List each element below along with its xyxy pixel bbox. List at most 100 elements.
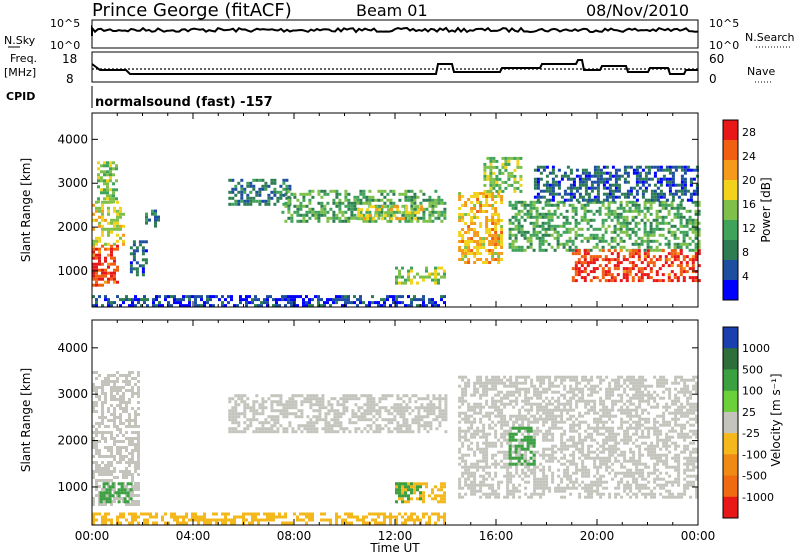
- echo-cell: [113, 280, 116, 284]
- echo-cell: [608, 189, 612, 193]
- echo-cell: [260, 301, 263, 305]
- echo-cell: [356, 195, 360, 199]
- echo-cell: [335, 298, 338, 302]
- echo-cell: [566, 468, 570, 472]
- echo-cell: [572, 393, 576, 397]
- echo-cell: [258, 190, 262, 194]
- echo-cell: [539, 417, 543, 421]
- echo-cell: [503, 417, 507, 421]
- echo-cell: [671, 165, 675, 169]
- echo-cell: [658, 221, 662, 225]
- echo-cell: [116, 446, 119, 449]
- echo-cell: [110, 230, 113, 234]
- echo-cell: [541, 221, 545, 225]
- echo-cell: [464, 375, 468, 379]
- echo-cell: [616, 233, 620, 237]
- echo-cell: [138, 264, 142, 268]
- echo-cell: [548, 414, 552, 418]
- echo-cell: [575, 393, 579, 397]
- echo-cell: [622, 218, 626, 222]
- echo-cell: [368, 210, 372, 214]
- echo-cell: [333, 415, 337, 419]
- echo-cell: [95, 479, 98, 482]
- echo-cell: [344, 295, 347, 299]
- echo-cell: [444, 406, 448, 410]
- echo-cell: [572, 195, 576, 199]
- echo-cell: [101, 392, 104, 395]
- echo-cell: [362, 192, 366, 196]
- echo-cell: [503, 402, 507, 406]
- echo-cell: [607, 209, 611, 213]
- echo-cell: [155, 298, 158, 302]
- echo-cell: [270, 424, 274, 428]
- echo-cell: [470, 414, 474, 418]
- echo-cell: [593, 417, 597, 421]
- echo-cell: [602, 474, 606, 478]
- echo-cell: [264, 406, 268, 410]
- echo-cell: [113, 440, 116, 443]
- echo-cell: [473, 393, 477, 397]
- echo-cell: [422, 497, 425, 501]
- echo-cell: [532, 215, 536, 219]
- echo-cell: [536, 396, 540, 400]
- echo-cell: [92, 470, 95, 473]
- echo-cell: [254, 298, 257, 302]
- echo-cell: [131, 458, 134, 461]
- echo-cell: [107, 485, 110, 488]
- echo-cell: [95, 470, 98, 473]
- echo-cell: [583, 218, 587, 222]
- echo-cell: [509, 378, 513, 382]
- echo-cell: [523, 248, 527, 252]
- echo-cell: [243, 199, 247, 203]
- echo-cell: [688, 221, 692, 225]
- echo-cell: [393, 403, 397, 407]
- echo-cell: [104, 259, 107, 263]
- echo-cell: [667, 252, 671, 256]
- echo-cell: [431, 304, 434, 308]
- echo-cell: [599, 483, 603, 487]
- echo-cell: [360, 430, 364, 434]
- echo-cell: [516, 186, 520, 190]
- echo-cell: [691, 261, 695, 265]
- nsearch-tick-bottom: 10^0: [709, 39, 739, 52]
- echo-cell: [653, 195, 657, 199]
- echo-cell: [608, 438, 612, 442]
- echo-cell: [581, 444, 585, 448]
- echo-cell: [95, 280, 98, 284]
- echo-cell: [240, 190, 244, 194]
- echo-cell: [494, 435, 498, 439]
- echo-cell: [634, 221, 638, 225]
- echo-cell: [578, 447, 582, 451]
- echo-cell: [506, 378, 510, 382]
- echo-cell: [185, 304, 188, 308]
- echo-cell: [285, 415, 289, 419]
- echo-cell: [167, 295, 170, 299]
- echo-cell: [287, 301, 290, 305]
- echo-cell: [95, 256, 98, 260]
- echo-cell: [137, 482, 140, 485]
- echo-cell: [432, 418, 436, 422]
- echo-cell: [569, 402, 573, 406]
- echo-cell: [117, 500, 121, 504]
- echo-cell: [308, 207, 312, 211]
- echo-cell: [275, 301, 278, 305]
- echo-cell: [628, 236, 632, 240]
- echo-cell: [536, 408, 540, 412]
- echo-cell: [593, 462, 597, 466]
- echo-cell: [398, 482, 401, 486]
- echo-cell: [515, 387, 519, 391]
- echo-cell: [583, 236, 587, 240]
- echo-cell: [116, 200, 119, 204]
- echo-cell: [667, 273, 671, 277]
- echo-cell: [107, 479, 110, 482]
- echo-cell: [107, 446, 110, 449]
- echo-cell: [494, 387, 498, 391]
- echo-cell: [347, 192, 351, 196]
- echo-cell: [134, 298, 137, 302]
- echo-cell: [473, 192, 477, 195]
- echo-cell: [188, 295, 191, 299]
- echo-cell: [685, 261, 689, 265]
- echo-cell: [104, 488, 107, 491]
- echo-cell: [574, 209, 578, 213]
